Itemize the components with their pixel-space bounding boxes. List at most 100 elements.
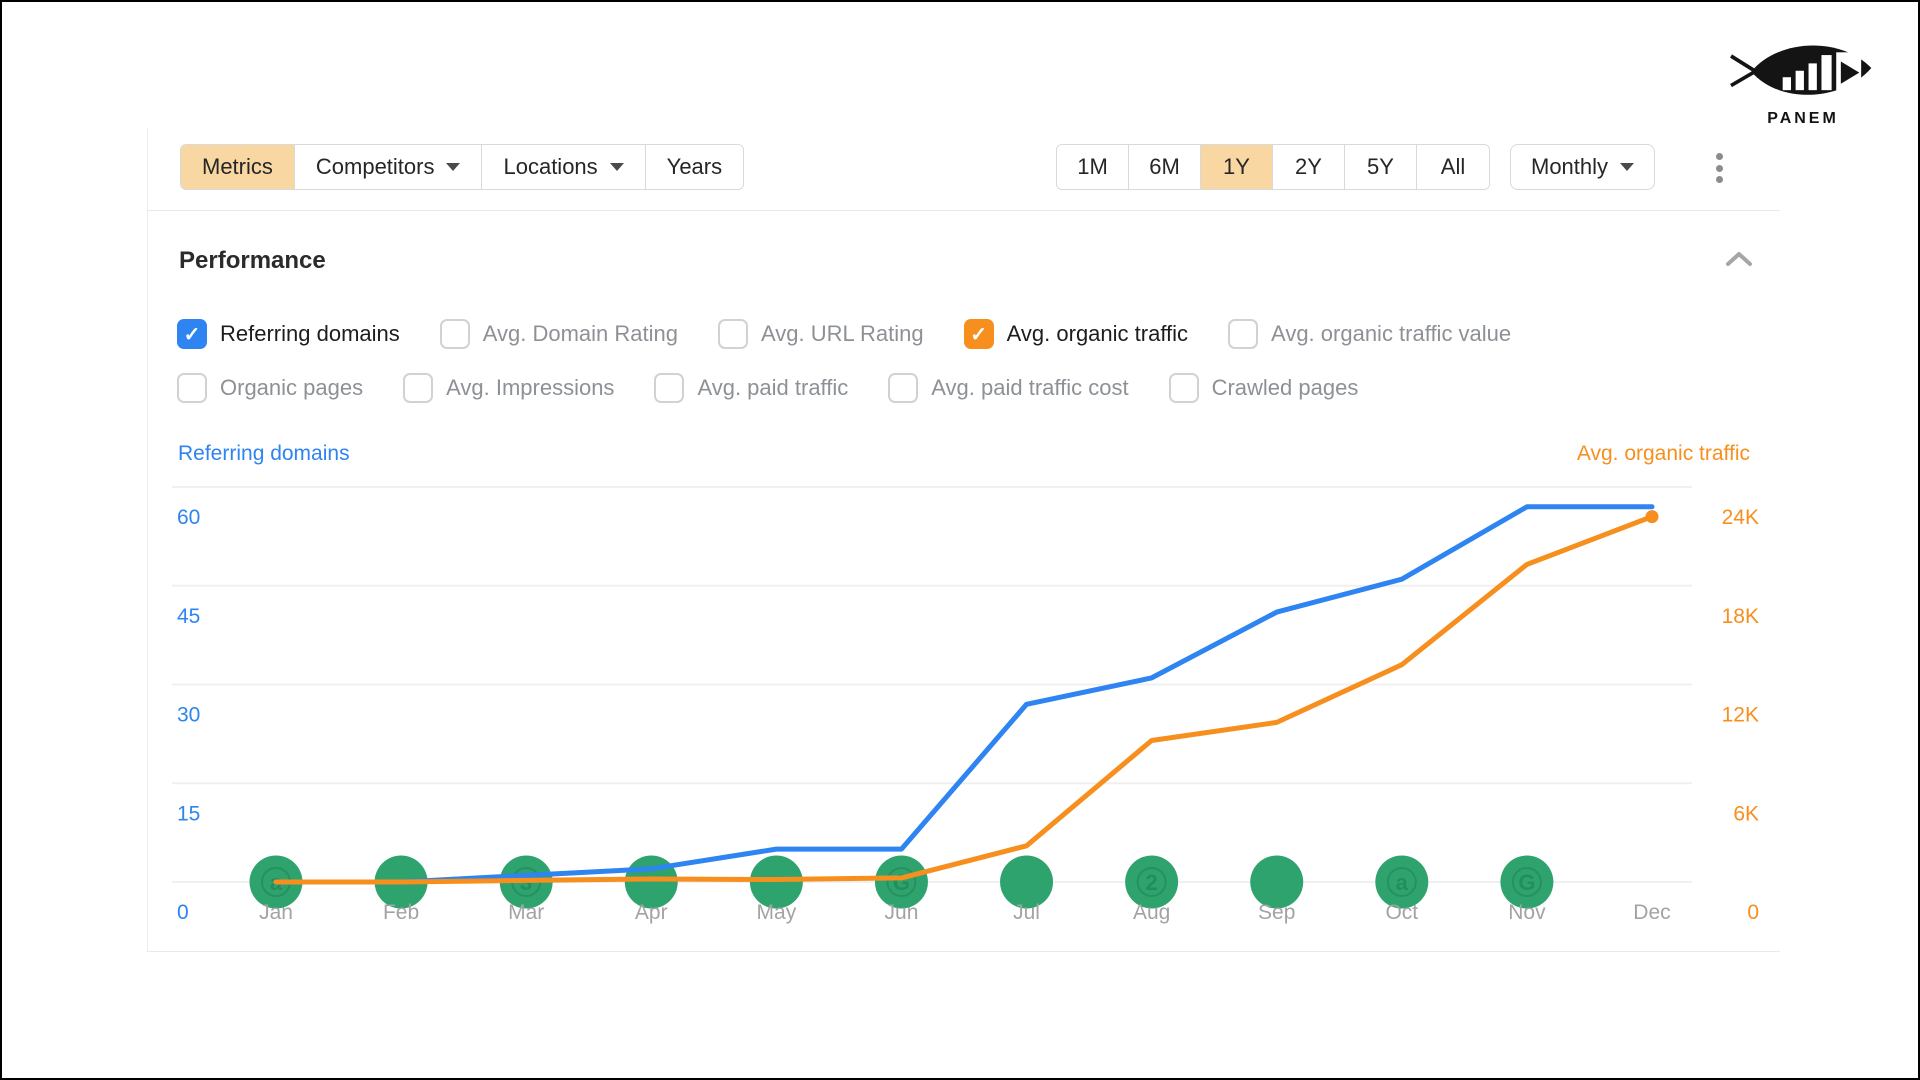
- metric-avg-paid-traffic[interactable]: Avg. paid traffic: [654, 373, 848, 403]
- collapse-section-button[interactable]: [1724, 250, 1754, 273]
- event-badge-glyph: G: [1518, 870, 1535, 895]
- metric-row-2: Organic pages Avg. Impressions Avg. paid…: [177, 373, 1737, 403]
- event-marker-oct[interactable]: [1375, 855, 1429, 909]
- metric-avg-paid-traffic-cost[interactable]: Avg. paid traffic cost: [888, 373, 1129, 403]
- kebab-menu-icon[interactable]: [1712, 153, 1726, 183]
- metric-organic-pages[interactable]: Organic pages: [177, 373, 363, 403]
- metrics-button[interactable]: Metrics: [181, 145, 295, 189]
- event-badge-glyph: a: [1396, 870, 1409, 895]
- event-marker-sep[interactable]: [1250, 855, 1304, 909]
- checkbox-icon[interactable]: [888, 373, 919, 403]
- left-axis-tick: 60: [177, 506, 200, 529]
- range-1y-label: 1Y: [1223, 154, 1250, 179]
- right-axis-title: Avg. organic traffic: [1576, 442, 1750, 465]
- checkbox-icon[interactable]: ✓: [963, 319, 994, 349]
- range-5y-button[interactable]: 5Y: [1345, 145, 1417, 189]
- logo-text: PANEM: [1767, 110, 1839, 127]
- month-label-may: May: [757, 901, 797, 924]
- checkbox-icon[interactable]: [1168, 373, 1199, 403]
- bottom-divider: [147, 951, 1780, 952]
- fish-chart-logo-icon: [1730, 45, 1872, 95]
- chevron-down-icon: [446, 163, 461, 171]
- left-axis-title: Referring domains: [178, 442, 350, 465]
- event-marker-jul[interactable]: [1000, 855, 1054, 909]
- event-badge-glyph: G: [893, 870, 910, 895]
- range-5y-label: 5Y: [1367, 154, 1394, 179]
- event-marker-aug[interactable]: [1125, 855, 1179, 909]
- checkbox-icon[interactable]: [403, 373, 434, 403]
- month-label-nov: Nov: [1508, 901, 1546, 924]
- checkbox-icon[interactable]: [1228, 319, 1259, 349]
- range-2y-label: 2Y: [1295, 154, 1322, 179]
- chevron-up-icon: [1726, 252, 1752, 266]
- event-badge-ring: [1386, 867, 1417, 897]
- metric-crawled-pages[interactable]: Crawled pages: [1168, 373, 1359, 403]
- performance-chart: a 3 G 2 a G 0 15 30 45 60 0 6K 12K 18K 24K Jan Feb Mar Apr M…: [147, 472, 1780, 952]
- left-axis-tick: 0: [177, 901, 189, 924]
- series-line-referring-domains: [273, 504, 1655, 885]
- left-axis-tick: 45: [177, 605, 200, 628]
- metric-avg-organic-traffic[interactable]: ✓ Avg. organic traffic: [963, 319, 1189, 349]
- performance-section-title: Performance: [179, 247, 326, 274]
- month-label-jun: Jun: [885, 901, 919, 924]
- metric-avg-url-rating[interactable]: Avg. URL Rating: [718, 319, 924, 349]
- right-axis-tick: 12K: [1722, 704, 1759, 727]
- series-line-avg-organic-traffic: [273, 514, 1655, 885]
- left-axis-tick: 30: [177, 704, 200, 727]
- event-marker-may[interactable]: [749, 855, 803, 909]
- month-label-feb: Feb: [383, 901, 419, 924]
- metric-avg-organic-traffic-value[interactable]: Avg. organic traffic value: [1228, 319, 1511, 349]
- right-axis-tick: 0: [1747, 901, 1759, 924]
- interval-dropdown-label: Monthly: [1531, 154, 1609, 179]
- metric-label: Avg. Domain Rating: [482, 321, 678, 346]
- checkbox-icon[interactable]: [177, 373, 207, 403]
- month-label-jan: Jan: [259, 901, 293, 924]
- month-label-oct: Oct: [1385, 901, 1418, 924]
- locations-button[interactable]: Locations: [482, 145, 646, 189]
- metric-avg-impressions[interactable]: Avg. Impressions: [403, 373, 614, 403]
- metric-label: Avg. organic traffic: [1006, 321, 1189, 346]
- event-badge-glyph: 2: [1146, 870, 1158, 895]
- metric-label: Referring domains: [220, 321, 400, 346]
- panem-logo: PANEM: [1728, 32, 1878, 128]
- checkbox-icon[interactable]: [718, 319, 748, 349]
- toolbar-tabs-group: Metrics Competitors Locations Years: [180, 144, 745, 190]
- competitors-button-label: Competitors: [315, 154, 435, 179]
- event-marker-nov[interactable]: [1500, 855, 1554, 909]
- metric-label: Avg. paid traffic: [697, 375, 849, 400]
- event-badge-ring: [1136, 867, 1167, 897]
- checkbox-icon[interactable]: [654, 373, 685, 403]
- chevron-down-icon: [609, 163, 624, 171]
- range-2y-button[interactable]: 2Y: [1273, 145, 1345, 189]
- month-label-apr: Apr: [635, 901, 668, 924]
- left-axis-tick: 15: [177, 802, 200, 825]
- event-marker-jun[interactable]: [874, 855, 928, 909]
- years-button-label: Years: [666, 154, 723, 179]
- range-all-button[interactable]: All: [1417, 145, 1489, 189]
- range-1m-label: 1M: [1077, 154, 1108, 179]
- right-axis-tick: 24K: [1722, 506, 1759, 529]
- toolbar-divider: [147, 210, 1780, 211]
- competitors-button[interactable]: Competitors: [294, 145, 483, 189]
- chevron-down-icon: [1620, 163, 1635, 171]
- metric-row-1: ✓ Referring domains Avg. Domain Rating A…: [177, 319, 1737, 349]
- checkbox-icon[interactable]: ✓: [177, 319, 207, 349]
- metric-label: Avg. organic traffic value: [1271, 321, 1512, 346]
- range-all-label: All: [1440, 154, 1466, 179]
- range-6m-button[interactable]: 6M: [1129, 145, 1201, 189]
- metrics-button-label: Metrics: [202, 154, 273, 179]
- checkbox-icon[interactable]: [439, 319, 470, 349]
- month-label-mar: Mar: [508, 901, 544, 924]
- range-1y-button[interactable]: 1Y: [1201, 145, 1273, 189]
- interval-dropdown[interactable]: Monthly: [1510, 144, 1656, 190]
- series-end-dot: [1645, 510, 1659, 524]
- right-axis-tick: 18K: [1722, 605, 1759, 628]
- month-label-aug: Aug: [1133, 901, 1170, 924]
- years-button[interactable]: Years: [645, 145, 744, 189]
- metric-referring-domains[interactable]: ✓ Referring domains: [177, 319, 400, 349]
- metric-label: Crawled pages: [1211, 375, 1359, 400]
- metric-avg-domain-rating[interactable]: Avg. Domain Rating: [439, 319, 678, 349]
- range-6m-label: 6M: [1149, 154, 1180, 179]
- range-1m-button[interactable]: 1M: [1057, 145, 1129, 189]
